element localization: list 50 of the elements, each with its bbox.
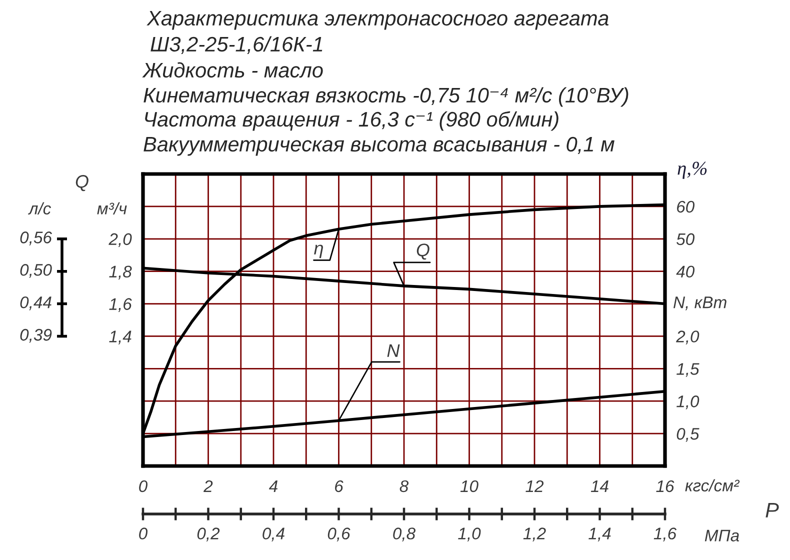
x-tick-label: 10: [460, 480, 478, 492]
y3-tick-label: 0,5: [676, 428, 700, 442]
x2-tick-label: 0,6: [328, 528, 350, 542]
text: 0,39: [20, 328, 52, 343]
y3-tick-label: 2,0: [676, 330, 700, 344]
chart-subtitle: Ш3,2-25-1,6/16К-1: [150, 36, 322, 54]
x-tick-label: 0: [139, 480, 148, 492]
text: Вакуумметрическая высота всасывания - 0,1 м: [144, 136, 614, 156]
y-tick-label: 1,4: [109, 330, 132, 344]
text: P: [766, 503, 779, 518]
y-tick-label: 2,0: [108, 233, 132, 248]
y2-axis-title: η,%: [678, 162, 707, 179]
y-tick-label: 1,6: [109, 298, 132, 312]
x2-tick-label: 0: [139, 528, 148, 540]
series-label: η: [314, 244, 323, 258]
text: Q: [76, 175, 88, 192]
text: Жидкость - масло: [142, 62, 323, 78]
y-axis-title: м³/ч: [97, 202, 127, 214]
y2-tick-label: 60: [677, 200, 695, 213]
x-tick-label: 2: [204, 480, 213, 492]
x2-tick-label: 0,4: [262, 528, 284, 542]
x-tick-label: 8: [400, 480, 409, 492]
y3-axis-title: N, кВт: [674, 296, 726, 310]
y3-tick-label: 1,5: [676, 363, 700, 377]
x-tick-label: 4: [268, 480, 278, 492]
text: 0,44: [20, 296, 52, 310]
x2-axis-title: МПа: [704, 530, 740, 542]
y2-tick-label: 40: [676, 266, 695, 278]
text: Частота вращения - 16,3 с⁻¹ (980 об/мин): [145, 111, 558, 131]
text: 0,50: [20, 264, 52, 278]
chart-title: Характеристика электронасосного агрегата: [146, 11, 608, 30]
y3-tick-label: 1,0: [676, 396, 700, 410]
y2-tick-label: 50: [676, 233, 695, 246]
x-tick-label: 12: [526, 480, 544, 492]
y-tick-label: 1,8: [109, 266, 132, 280]
text: N: [387, 344, 400, 357]
x2-tick-label: 1,6: [654, 528, 677, 542]
x2-tick-label: 1,0: [458, 528, 481, 542]
text: Кинематическая вязкость -0,75 10⁻⁴ м²/с (10°ВУ): [144, 87, 628, 107]
x2-tick-label: 0,8: [393, 528, 416, 542]
x2-tick-label: 1,4: [588, 528, 611, 542]
x2-tick-label: 0,2: [197, 528, 220, 542]
text: л/с: [28, 202, 51, 214]
x-tick-label: 16: [656, 480, 674, 492]
x-tick-label: 6: [335, 480, 344, 492]
x2-tick-label: 1,2: [523, 528, 546, 542]
x-axis-title: кгс/см²: [685, 479, 740, 492]
text: 0,56: [20, 232, 52, 246]
series-label: Q: [416, 244, 430, 260]
x-tick-label: 14: [590, 480, 608, 492]
